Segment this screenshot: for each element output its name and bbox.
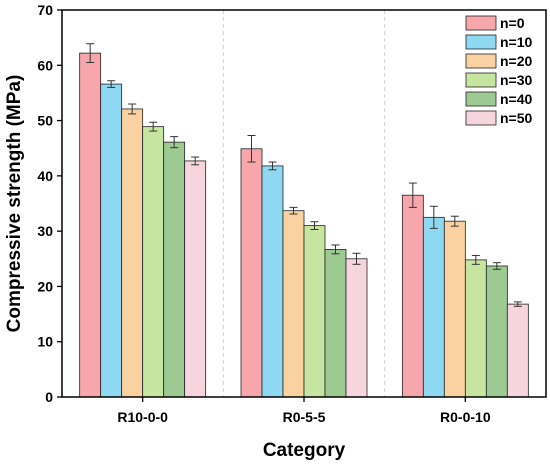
legend-label: n=0	[500, 15, 525, 31]
error-bar-marks	[86, 43, 522, 307]
legend-swatch	[465, 91, 497, 107]
bar	[261, 165, 284, 398]
legend: n=0 n=10 n=20 n=30 n=40 n=50	[465, 15, 533, 126]
bar	[324, 248, 347, 398]
bar	[282, 210, 305, 398]
y-tick-label: 50	[37, 113, 53, 129]
y-tick-label: 20	[37, 278, 53, 294]
y-tick-label: 60	[37, 57, 53, 73]
x-axis-title: Category	[263, 440, 346, 461]
bar	[422, 216, 445, 398]
legend-swatch	[465, 72, 497, 88]
x-tick-label: R10-0-0	[117, 409, 168, 425]
bar	[121, 108, 144, 398]
y-tick-label: 30	[37, 223, 53, 239]
bar	[100, 83, 123, 398]
bar-marks	[79, 52, 529, 398]
bar	[464, 259, 487, 398]
y-tick-label: 40	[37, 168, 53, 184]
bar	[79, 52, 102, 398]
legend-label: n=50	[500, 110, 533, 126]
legend-label: n=30	[500, 72, 533, 88]
y-tick-label: 70	[37, 2, 53, 18]
legend-swatch	[465, 110, 497, 126]
legend-swatch	[465, 15, 497, 31]
category-separators	[222, 10, 386, 397]
bar	[485, 265, 508, 398]
bar	[506, 303, 529, 398]
bar	[142, 126, 165, 398]
bar	[303, 225, 326, 398]
y-axis-ticks: 0 10 20 30 40 50 60 70	[37, 2, 62, 405]
legend-swatch	[465, 34, 497, 50]
bar	[184, 160, 207, 398]
legend-label: n=40	[500, 91, 533, 107]
bar	[443, 220, 466, 398]
bar	[163, 141, 186, 398]
x-axis-ticks: R10-0-0 R0-5-5 R0-0-10	[117, 397, 491, 425]
legend-label: n=10	[500, 34, 533, 50]
x-tick-label: R0-5-5	[283, 409, 326, 425]
bar	[240, 148, 263, 398]
bar	[345, 258, 368, 398]
y-axis-title: Compressive strength (MPa)	[4, 75, 25, 333]
legend-swatch	[465, 53, 497, 69]
legend-label: n=20	[500, 53, 533, 69]
y-tick-label: 0	[45, 389, 53, 405]
y-tick-label: 10	[37, 334, 53, 350]
x-tick-label: R0-0-10	[440, 409, 491, 425]
bar	[401, 194, 424, 398]
